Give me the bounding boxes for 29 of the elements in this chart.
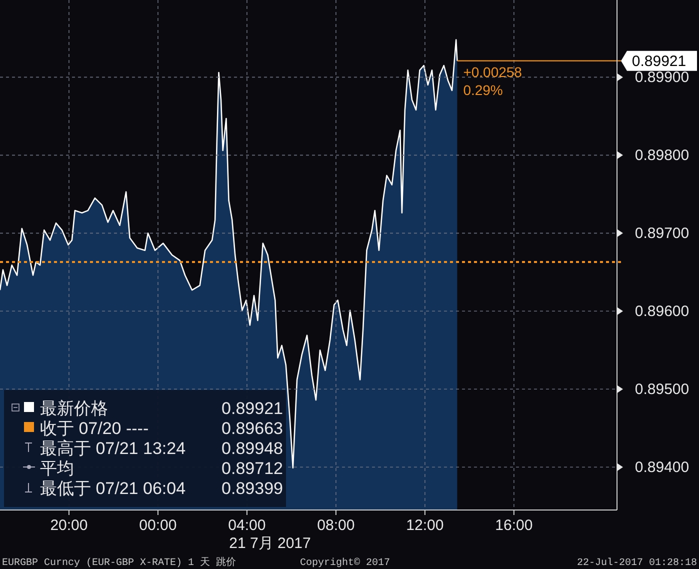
y-tick-label: 0.89800 — [634, 147, 690, 164]
y-tick-label: 0.89400 — [634, 459, 690, 476]
annotation: 0.89921 — [222, 399, 283, 418]
annotation: 最新价格 — [40, 399, 108, 418]
annotation: 收于 07/20 ---- — [40, 419, 149, 438]
x-axis-title: 21 7月 2017 — [229, 535, 311, 552]
annotation: 0.89663 — [222, 419, 283, 438]
y-tick-label: 0.89600 — [634, 303, 690, 320]
annotation: 0.89948 — [222, 439, 283, 458]
annotation: 平均 — [40, 459, 74, 478]
annotation: +0.00258 — [463, 64, 522, 80]
annotation: 最高于 07/21 13:24 — [40, 439, 186, 458]
annotation: 最低于 07/21 06:04 — [40, 479, 186, 498]
x-tick-label: 20:00 — [50, 517, 88, 534]
x-tick-label: 12:00 — [406, 517, 444, 534]
x-tick-label: 08:00 — [317, 517, 355, 534]
x-tick-label: 00:00 — [139, 517, 177, 534]
ref-line-label: 0.89921 — [632, 52, 686, 70]
annotation: 0.89712 — [222, 459, 283, 478]
text: EURGBP Curncy (EUR-GBP X-RATE) 1 天 跳价 — [2, 556, 236, 569]
annotation: 0.89399 — [222, 479, 283, 498]
x-tick-label: 16:00 — [495, 517, 533, 534]
y-tick-label: 0.89500 — [634, 381, 690, 398]
y-tick-label: 0.89900 — [634, 69, 690, 86]
annotation: 0.29% — [463, 82, 503, 98]
y-tick-label: 0.89700 — [634, 225, 690, 242]
x-tick-label: 04:00 — [228, 517, 266, 534]
text: 22-Jul-2017 01:28:18 — [576, 557, 697, 569]
text: Copyright© 2017 — [300, 557, 390, 569]
